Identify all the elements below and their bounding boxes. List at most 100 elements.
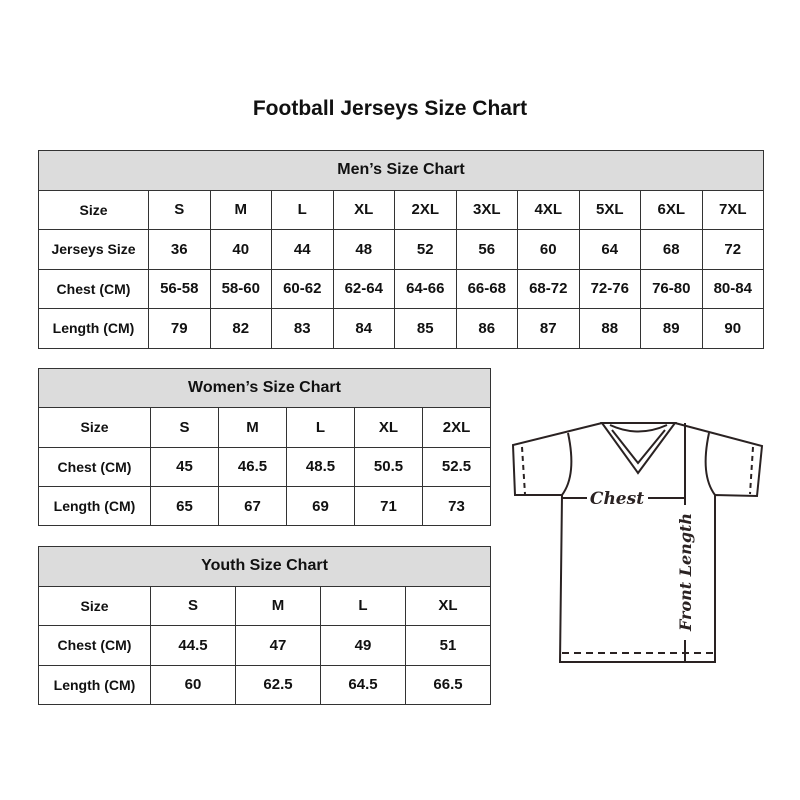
size-cell: 46.5 <box>218 446 287 487</box>
size-cell: 2XL <box>422 407 491 448</box>
men-row: Chest (CM) 56-58 58-60 60-62 62-64 64-66 66-68… <box>38 268 764 309</box>
size-cell: 58-60 <box>209 268 272 309</box>
row-label: Chest (CM) <box>38 446 151 487</box>
womens-table-heading: Women’s Size Chart <box>38 367 491 409</box>
size-cell: 7XL <box>701 189 764 230</box>
youth-row: Chest (CM) 44.5 47 49 51 <box>38 625 491 666</box>
size-cell: 68-72 <box>517 268 580 309</box>
women-row: Size S M L XL 2XL <box>38 407 491 448</box>
size-cell: 84 <box>332 308 395 349</box>
size-cell: 82 <box>209 308 272 349</box>
women-row: Length (CM) 65 67 69 71 73 <box>38 485 491 527</box>
size-cell: 3XL <box>455 189 518 230</box>
size-cell: M <box>218 407 287 448</box>
youth-row: Length (CM) 60 62.5 64.5 66.5 <box>38 664 491 705</box>
size-cell: S <box>150 407 219 448</box>
size-cell: 4XL <box>517 189 580 230</box>
size-cell: S <box>148 189 211 230</box>
size-cell: 72-76 <box>578 268 641 309</box>
row-label: Chest (CM) <box>38 268 149 309</box>
size-cell: 56 <box>455 229 518 270</box>
size-cell: 48 <box>332 229 395 270</box>
row-label: Length (CM) <box>38 485 151 527</box>
size-cell: 73 <box>422 485 491 527</box>
size-cell: 66-68 <box>455 268 518 309</box>
men-row: Length (CM) 79 82 83 84 85 86 87 88 89 90 <box>38 308 764 349</box>
size-cell: M <box>235 585 321 626</box>
row-label: Jerseys Size <box>38 229 149 270</box>
mens-size-table: Men’s Size Chart Size S M L XL 2XL 3XL 4XL 5XL 6X… <box>38 150 764 349</box>
size-cell: 56-58 <box>148 268 211 309</box>
size-cell: 62.5 <box>235 664 321 705</box>
size-cell: 85 <box>394 308 457 349</box>
row-label: Length (CM) <box>38 664 151 705</box>
size-cell: 44 <box>271 229 334 270</box>
size-cell: 52 <box>394 229 457 270</box>
row-label: Size <box>38 585 151 626</box>
size-cell: 36 <box>148 229 211 270</box>
size-cell: 80-84 <box>701 268 764 309</box>
size-cell: XL <box>354 407 423 448</box>
size-cell: 60 <box>150 664 236 705</box>
jersey-collar <box>600 422 677 475</box>
size-cell: 40 <box>209 229 272 270</box>
men-row: Jerseys Size 36 40 44 48 52 56 60 64 68 72 <box>38 229 764 270</box>
size-cell: 72 <box>701 229 764 270</box>
size-cell: L <box>286 407 355 448</box>
size-cell: 2XL <box>394 189 457 230</box>
jersey-diagram: Chest Front Length <box>511 422 764 663</box>
page-title: Football Jerseys Size Chart <box>252 97 528 120</box>
size-cell: 90 <box>701 308 764 349</box>
row-label: Size <box>38 407 151 448</box>
size-cell: L <box>320 585 406 626</box>
size-cell: 65 <box>150 485 219 527</box>
jersey-collar-inner <box>609 424 668 465</box>
size-cell: 44.5 <box>150 625 236 666</box>
size-cell: 60 <box>517 229 580 270</box>
sleeve-seam-left <box>561 432 573 496</box>
sleeve-hem-left <box>521 446 526 495</box>
size-cell: S <box>150 585 236 626</box>
size-cell: 64 <box>578 229 641 270</box>
women-row: Chest (CM) 45 46.5 48.5 50.5 52.5 <box>38 446 491 487</box>
front-length-label: Front Length <box>676 513 695 632</box>
size-cell: 45 <box>150 446 219 487</box>
size-cell: 64.5 <box>320 664 406 705</box>
size-cell: 48.5 <box>286 446 355 487</box>
size-cell: 67 <box>218 485 287 527</box>
size-cell: XL <box>405 585 491 626</box>
size-cell: 76-80 <box>640 268 703 309</box>
row-label: Length (CM) <box>38 308 149 349</box>
size-cell: 50.5 <box>354 446 423 487</box>
sleeve-seam-right <box>704 432 716 496</box>
youth-table-heading: Youth Size Chart <box>38 546 491 587</box>
size-cell: 6XL <box>640 189 703 230</box>
chest-label: Chest <box>590 489 644 509</box>
size-cell: 88 <box>578 308 641 349</box>
size-cell: 87 <box>517 308 580 349</box>
sleeve-hem-right <box>749 446 754 495</box>
size-cell: 71 <box>354 485 423 527</box>
youth-row: Size S M L XL <box>38 585 491 626</box>
size-cell: 86 <box>455 308 518 349</box>
jersey-outline <box>511 422 764 663</box>
size-cell: 79 <box>148 308 211 349</box>
size-cell: 47 <box>235 625 321 666</box>
men-row: Size S M L XL 2XL 3XL 4XL 5XL 6XL 7XL <box>38 189 764 230</box>
size-cell: L <box>271 189 334 230</box>
youth-size-table: Youth Size Chart Size S M L XL Chest (CM) 44.5… <box>38 546 491 705</box>
size-cell: 51 <box>405 625 491 666</box>
womens-size-table: Women’s Size Chart Size S M L XL 2XL Chest (CM… <box>38 367 491 527</box>
size-cell: 52.5 <box>422 446 491 487</box>
mens-table-heading: Men’s Size Chart <box>38 150 764 191</box>
size-cell: 68 <box>640 229 703 270</box>
size-cell: 62-64 <box>332 268 395 309</box>
row-label: Size <box>38 189 149 230</box>
size-cell: 5XL <box>578 189 641 230</box>
size-cell: 69 <box>286 485 355 527</box>
row-label: Chest (CM) <box>38 625 151 666</box>
size-cell: 66.5 <box>405 664 491 705</box>
size-cell: 83 <box>271 308 334 349</box>
size-cell: XL <box>332 189 395 230</box>
